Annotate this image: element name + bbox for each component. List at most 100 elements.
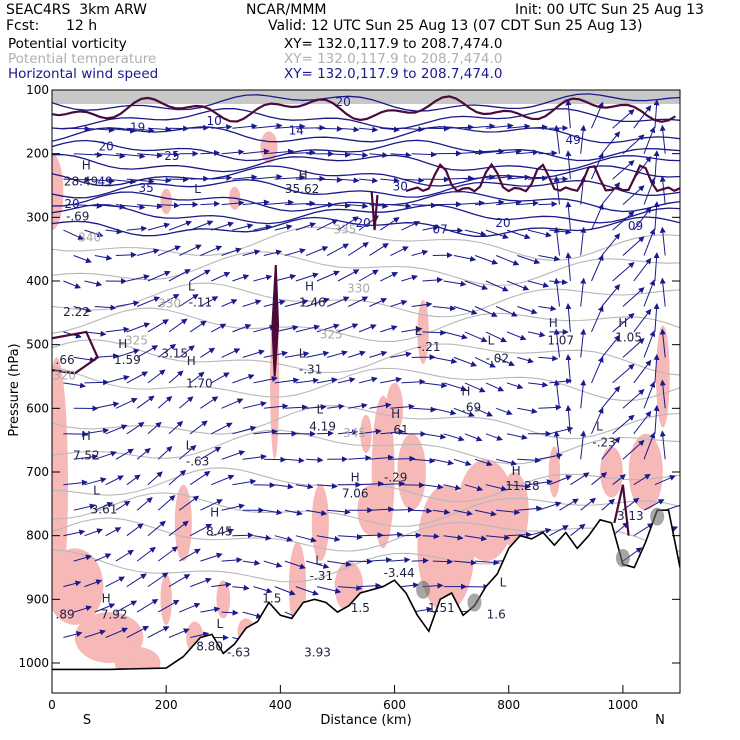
- wind-vector: [295, 535, 317, 543]
- pv-label: 1.5: [262, 592, 281, 606]
- wind-vector: [178, 444, 197, 460]
- wind-vector: [136, 497, 153, 511]
- pv-label: L: [316, 402, 323, 416]
- wind-vector: [242, 611, 263, 619]
- wind-vector: [496, 458, 518, 466]
- wind-vector: [380, 217, 400, 231]
- wind-vector: [348, 202, 369, 209]
- wind-speed-contour: [52, 126, 680, 144]
- wind-vector: [327, 508, 351, 515]
- wind-vector: [136, 546, 156, 562]
- wind-vector: [84, 330, 107, 337]
- pv-label: 2.22: [63, 305, 90, 319]
- wind-vector: [179, 495, 200, 511]
- wind-vector: [474, 407, 494, 417]
- wind-vector: [401, 582, 420, 589]
- wind-vector: [591, 472, 608, 486]
- wind-vector: [390, 246, 409, 256]
- wind-vector: [517, 255, 541, 265]
- wind-vector: [337, 429, 359, 436]
- x-tick-label: 800: [497, 698, 520, 712]
- wind-vector: [168, 628, 190, 638]
- wind-vector: [612, 109, 635, 129]
- wind-vector: [538, 501, 562, 511]
- wind-speed-label: 20: [99, 140, 114, 154]
- wind-vector: [327, 202, 351, 209]
- pv-label: 1.46: [299, 296, 326, 310]
- wind-vector: [517, 407, 538, 414]
- wind-vector: [200, 347, 216, 358]
- wind-vector: [432, 458, 454, 466]
- wind-speed-contour: [52, 203, 680, 225]
- wind-vector: [284, 149, 316, 156]
- wind-vector: [73, 554, 92, 562]
- pv-contour: [613, 484, 630, 536]
- wind-vector: [306, 404, 327, 411]
- wind-vector: [538, 305, 557, 312]
- wind-vector: [538, 255, 561, 262]
- x-tick-label: 400: [269, 698, 292, 712]
- wind-vector: [200, 606, 221, 613]
- wind-vector: [659, 124, 666, 154]
- wind-vector: [390, 557, 411, 563]
- pv-label: L: [186, 439, 193, 453]
- wind-vector: [63, 176, 91, 183]
- wind-vector: [84, 477, 107, 486]
- wind-vector: [517, 149, 539, 156]
- wind-vector: [84, 427, 110, 435]
- pv-label: -.02: [486, 352, 509, 366]
- wind-vector: [453, 559, 477, 566]
- stratosphere-shade: [52, 90, 680, 104]
- wind-vector: [565, 404, 572, 434]
- wind-vector: [464, 535, 488, 542]
- wind-vector: [474, 255, 499, 265]
- wind-vector: [189, 320, 207, 333]
- wind-vector: [274, 174, 306, 181]
- wind-vector: [115, 549, 134, 562]
- south-label: S: [83, 713, 91, 728]
- wind-vector: [359, 480, 384, 487]
- field-xy-theta: XY= 132.0,117.9 to 208.7,474.0: [284, 51, 503, 67]
- pv-label: H: [299, 168, 308, 182]
- wind-speed-contour: [52, 108, 680, 130]
- field-xy-pv: XY= 132.0,117.9 to 208.7,474.0: [284, 36, 503, 52]
- wind-vector: [474, 199, 505, 206]
- wind-vector: [633, 257, 652, 282]
- wind-vector: [485, 123, 514, 129]
- wind-vector: [126, 371, 149, 384]
- wind-vector: [126, 626, 149, 638]
- pv-contour: [52, 95, 676, 123]
- wind-vector: [168, 574, 191, 588]
- y-tick-label: 700: [26, 465, 49, 479]
- wind-vector: [305, 350, 330, 358]
- wind-vector: [464, 280, 489, 290]
- wind-vector: [200, 296, 219, 307]
- wind-vector: [496, 199, 522, 206]
- wind-vector: [316, 586, 342, 594]
- wind-vector: [506, 331, 527, 341]
- wind-speed-label: 20: [495, 216, 510, 230]
- pv-label: -.63: [227, 646, 250, 660]
- pv-label: H: [187, 354, 196, 368]
- wind-vector: [369, 454, 394, 461]
- wind-vector: [73, 453, 99, 460]
- y-tick-label: 200: [26, 147, 49, 161]
- wind-vector: [105, 326, 130, 333]
- wind-vector: [601, 284, 621, 307]
- wind-vector: [274, 123, 306, 130]
- pv-label: -.31: [299, 362, 322, 376]
- pv-label: .89: [56, 607, 75, 621]
- north-label: N: [655, 713, 665, 728]
- wind-vector: [105, 475, 124, 486]
- wind-vector: [327, 350, 348, 358]
- wind-vector: [380, 376, 402, 384]
- wind-vector: [189, 371, 205, 384]
- wind-vector: [337, 323, 359, 333]
- wind-vector: [274, 224, 293, 231]
- wind-vector: [295, 175, 326, 182]
- wind-vector: [200, 149, 221, 156]
- wind-vector: [659, 175, 666, 205]
- wind-speed-contour: [52, 179, 680, 199]
- wind-vector: [559, 498, 579, 511]
- wind-vector: [580, 430, 587, 460]
